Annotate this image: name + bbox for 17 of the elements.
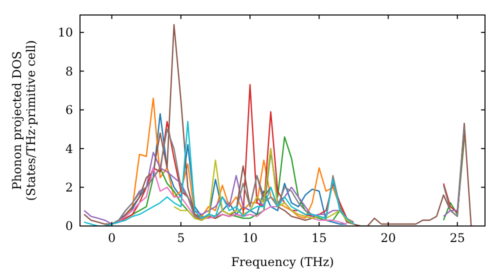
y-tick-label: 6 bbox=[65, 103, 73, 118]
y-axis-title: Phonon projected DOS (States/THz·primitive cell) bbox=[10, 40, 38, 201]
y-tick-label: 0 bbox=[65, 219, 73, 234]
x-tick-label: 0 bbox=[108, 231, 116, 245]
x-tick-label: 5 bbox=[177, 231, 185, 245]
y-tick-label: 10 bbox=[58, 26, 73, 40]
x-tick-label: 10 bbox=[242, 231, 258, 245]
y-tick-label: 4 bbox=[65, 142, 74, 156]
y-tick-label: 8 bbox=[65, 64, 73, 78]
x-axis-title: Frequency (THz) bbox=[231, 255, 334, 269]
x-tick-label: 15 bbox=[311, 231, 327, 245]
line-series bbox=[118, 98, 354, 223]
y-tick-label: 2 bbox=[65, 180, 73, 194]
line-series bbox=[173, 148, 354, 225]
x-tick-label: 25 bbox=[450, 231, 465, 245]
x-tick-label: 20 bbox=[380, 231, 396, 245]
line-series bbox=[83, 120, 354, 226]
